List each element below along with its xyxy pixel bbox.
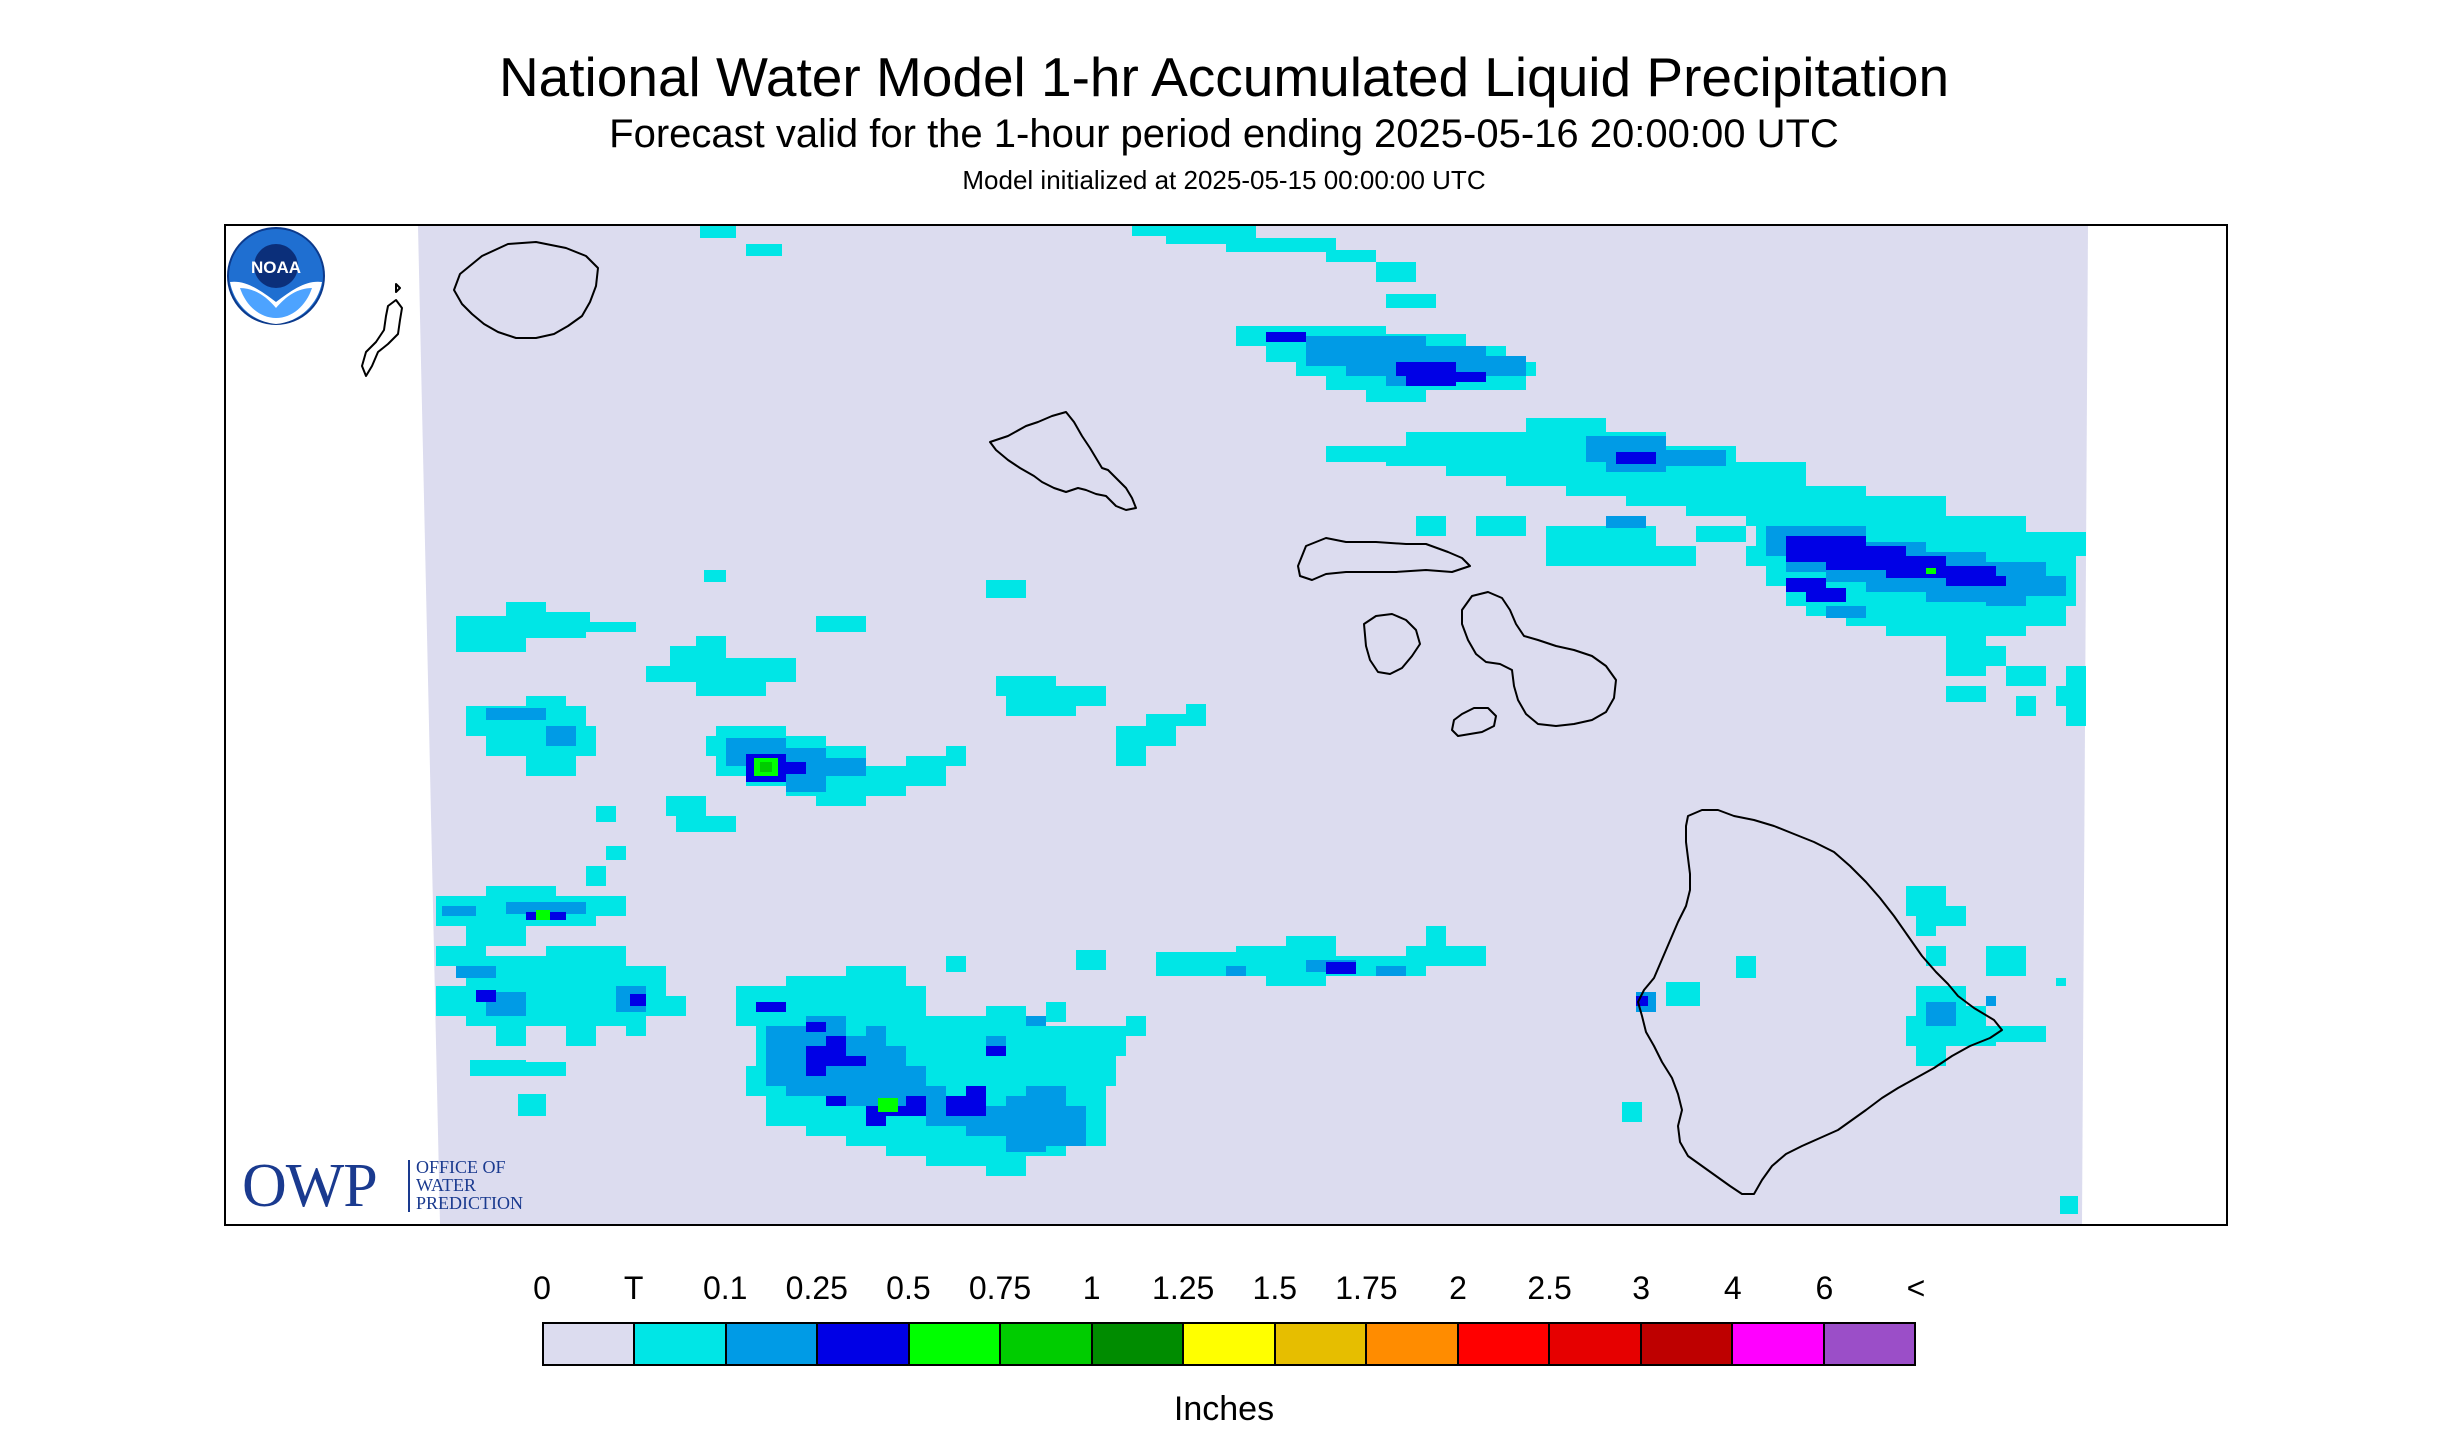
- island-hawaii: [1637, 809, 2003, 1195]
- island-lanai: [1363, 613, 1421, 675]
- precip-trace-area: [456, 602, 636, 652]
- legend-label: 0.1: [702, 1270, 748, 1306]
- precip-moderate-area: [946, 1046, 1006, 1116]
- legend-swatch-5: [1001, 1324, 1093, 1364]
- precip-field: [436, 226, 2086, 1214]
- precip-moderate-area: [1396, 362, 1486, 386]
- map-canvas: [361, 226, 2088, 1224]
- chart-subtitle: Forecast valid for the 1-hour period end…: [609, 112, 1839, 156]
- legend-swatch-1: [635, 1324, 727, 1364]
- legend-swatch-4: [909, 1324, 1002, 1364]
- precip-trace-area: [996, 676, 1106, 716]
- precip-trace-area: [470, 966, 626, 1116]
- precip-trace-area: [1376, 262, 1436, 308]
- precip-trace-area: [704, 570, 1026, 632]
- legend-swatch-13: [1733, 1324, 1825, 1364]
- legend-label: 3: [1632, 1270, 1651, 1306]
- chart-title: National Water Model 1-hr Accumulated Li…: [498, 46, 1950, 108]
- legend-label: 6: [1815, 1270, 1834, 1306]
- legend-label: 4: [1723, 1270, 1742, 1306]
- owp-logo: OWP OFFICE OF WATER PREDICTION: [242, 1155, 572, 1217]
- legend-swatch-6: [1092, 1324, 1185, 1364]
- precip-trace-area: [700, 226, 782, 256]
- legend-swatch-0: [544, 1324, 636, 1364]
- precip-trace-area: [1416, 516, 1656, 546]
- owp-logo-letters: OWP: [242, 1152, 378, 1220]
- legend-label: <: [1906, 1270, 1926, 1306]
- legend-label: 0.5: [886, 1270, 931, 1306]
- precip-trace-area: [646, 636, 796, 696]
- legend-units: Inches: [1173, 1390, 1275, 1428]
- legend-colorbar: [542, 1322, 1916, 1366]
- precip-moderate-area: [1786, 536, 2006, 602]
- legend-swatch-7: [1184, 1324, 1276, 1364]
- island-niihau: [361, 283, 403, 377]
- island-molokai: [1297, 537, 1471, 581]
- legend-label: 2.5: [1527, 1270, 1572, 1306]
- legend-label: 1.75: [1335, 1270, 1398, 1306]
- precip-trace-area: [1622, 956, 1756, 1122]
- precip-moderate-area: [1266, 332, 1306, 342]
- precip-heavier-area: [760, 762, 772, 772]
- precip-light-area: [456, 966, 646, 1016]
- island-oahu: [989, 411, 1137, 511]
- precip-trace-area: [1546, 526, 1746, 566]
- legend-label: 2: [1449, 1270, 1467, 1306]
- precip-trace-area: [2060, 1196, 2078, 1214]
- model-domain: [418, 226, 2088, 1224]
- precip-trace-area: [1946, 686, 2036, 716]
- precip-moderate-area: [756, 1002, 786, 1012]
- noaa-logo-icon: NOAA: [227, 227, 325, 325]
- legend-labels: 0 T 0.1 0.25 0.5 0.75 1 1.25 1.5 1.75 2 2.5 3 4 6 <: [0, 1268, 2448, 1308]
- legend-swatch-2: [726, 1324, 819, 1364]
- precip-heavy-area: [536, 910, 550, 920]
- owp-line-2: WATER: [416, 1175, 476, 1195]
- precip-trace-area: [1946, 646, 2086, 726]
- precipitation-map: OWP OFFICE OF WATER PREDICTION NOAA: [224, 224, 2228, 1226]
- precip-light-area: [1226, 960, 1406, 976]
- legend-swatch-10: [1458, 1324, 1551, 1364]
- precip-trace-area: [1906, 978, 2066, 1066]
- legend-label: 1.25: [1152, 1270, 1215, 1306]
- precip-heavy-area: [1926, 568, 1936, 574]
- coastlines: [361, 241, 2003, 1195]
- precip-trace-area: [1906, 886, 2026, 976]
- legend-label: 0: [533, 1270, 551, 1306]
- legend-label: 1.5: [1252, 1270, 1298, 1306]
- legend-swatch-3: [818, 1324, 910, 1364]
- legend-swatch-12: [1641, 1324, 1734, 1364]
- island-kahoolawe: [1451, 707, 1497, 737]
- island-kauai: [453, 241, 599, 339]
- legend-label: 0.75: [968, 1270, 1032, 1306]
- legend-label: T: [623, 1270, 644, 1306]
- owp-line-3: PREDICTION: [416, 1193, 523, 1213]
- legend-swatch-14: [1824, 1324, 1915, 1364]
- island-maui: [1461, 591, 1617, 727]
- owp-logo-text: OFFICE OF WATER PREDICTION: [416, 1158, 523, 1212]
- noaa-logo-text: NOAA: [251, 258, 301, 277]
- owp-line-1: OFFICE OF: [416, 1157, 506, 1177]
- precip-trace-area: [596, 796, 736, 860]
- precip-light-area: [486, 708, 576, 746]
- precip-trace-area: [1116, 704, 1206, 766]
- precip-moderate-area: [1616, 452, 1656, 464]
- legend-swatch-8: [1275, 1324, 1368, 1364]
- legend-swatch-9: [1367, 1324, 1459, 1364]
- owp-logo-divider: [408, 1160, 410, 1212]
- legend-label: 0.25: [785, 1270, 848, 1306]
- precip-heavy-area: [878, 1098, 898, 1112]
- precip-trace-area: [1132, 226, 1376, 262]
- legend-label: 1: [1082, 1270, 1101, 1306]
- model-init-time: Model initialized at 2025-05-15 00:00:00…: [962, 165, 1486, 195]
- legend-swatch-11: [1550, 1324, 1642, 1364]
- precip-moderate-area: [806, 1036, 866, 1106]
- precip-light-area: [1606, 516, 1866, 618]
